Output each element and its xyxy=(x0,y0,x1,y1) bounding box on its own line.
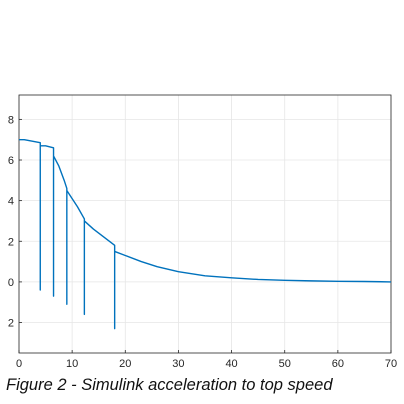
plot-area-frame xyxy=(18,94,392,354)
y-tick-label: 6 xyxy=(8,155,14,167)
x-tick-label: 30 xyxy=(172,358,184,370)
x-tick-label: 40 xyxy=(225,358,237,370)
x-tick-label: 70 xyxy=(385,358,397,370)
series-line xyxy=(19,138,392,330)
y-tick-label: 2 xyxy=(8,236,14,248)
x-tick-label: 20 xyxy=(119,358,131,370)
y-tick-label: 8 xyxy=(8,114,14,126)
y-tick-label: 2 xyxy=(8,318,14,330)
chart-background xyxy=(0,0,404,375)
x-tick-label: 60 xyxy=(332,358,344,370)
y-tick-label: 0 xyxy=(8,277,14,289)
x-tick-label: 50 xyxy=(279,358,291,370)
grid xyxy=(18,95,392,353)
x-tick-label: 10 xyxy=(66,358,78,370)
x-tick-label: 0 xyxy=(16,358,22,370)
y-tick-label: 4 xyxy=(8,196,14,208)
figure-caption: Figure 2 - Simulink acceleration to top … xyxy=(6,376,333,394)
series-layer xyxy=(19,138,392,330)
